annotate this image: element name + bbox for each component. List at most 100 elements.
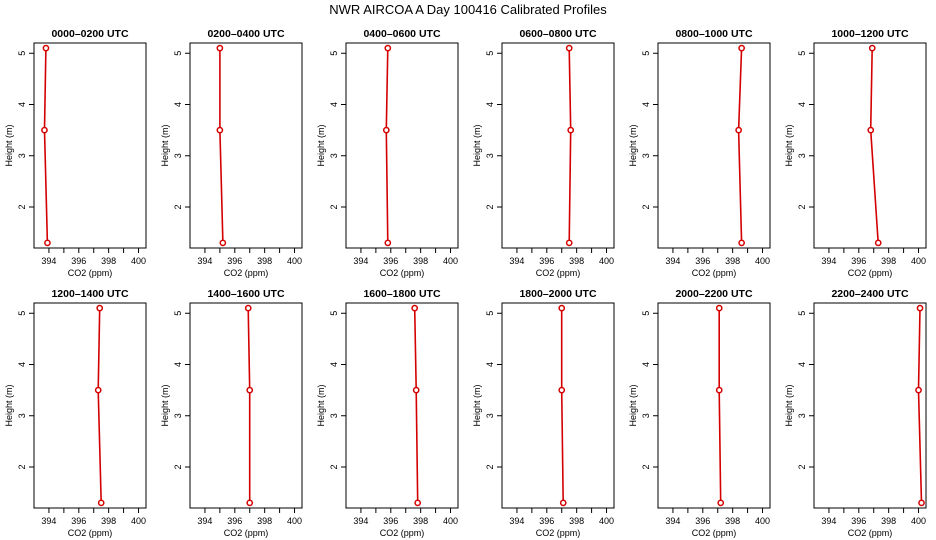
x-tick-label: 394 <box>353 256 368 266</box>
x-tick-label: 394 <box>665 256 680 266</box>
data-point <box>715 304 723 312</box>
data-point <box>384 44 392 52</box>
x-axis-label: CO2 (ppm) <box>536 268 581 278</box>
panel-title: 1400–1600 UTC <box>207 288 284 300</box>
data-point <box>244 304 252 312</box>
x-tick-label: 394 <box>509 256 524 266</box>
x-tick-label: 400 <box>287 256 302 266</box>
y-axis-label: Height (m) <box>628 124 638 166</box>
x-tick-label: 398 <box>881 516 896 526</box>
x-tick-label: 396 <box>227 256 242 266</box>
x-tick-label: 396 <box>71 256 86 266</box>
y-tick-label: 2 <box>485 204 495 209</box>
x-tick-label: 400 <box>131 516 146 526</box>
y-tick-label: 2 <box>329 204 339 209</box>
x-tick-label: 400 <box>755 516 770 526</box>
y-tick-label: 5 <box>17 311 27 316</box>
chart-panel-9: 1600–1800 UTC 394 396 398 400 2 3 4 5 CO2 (ppm) He… <box>316 288 459 538</box>
data-point <box>558 304 566 312</box>
x-tick-label: 396 <box>71 516 86 526</box>
data-point <box>216 126 224 134</box>
plot-frame <box>501 302 615 509</box>
panel-title: 1200–1400 UTC <box>51 288 128 300</box>
x-tick-label: 400 <box>443 256 458 266</box>
data-point <box>874 239 882 247</box>
y-tick-label: 4 <box>17 362 27 367</box>
x-tick-label: 398 <box>569 516 584 526</box>
x-axis-label: CO2 (ppm) <box>68 268 113 278</box>
data-point <box>216 44 224 52</box>
x-tick-label: 396 <box>383 256 398 266</box>
plot-frame <box>657 42 771 249</box>
x-tick-label: 398 <box>569 256 584 266</box>
profile-line <box>568 48 572 243</box>
panel-title: 2000–2200 UTC <box>675 288 752 300</box>
y-tick-label: 4 <box>641 362 651 367</box>
profile-line <box>43 48 49 243</box>
profile-line <box>917 308 923 503</box>
y-tick-label: 4 <box>797 102 807 107</box>
y-axis-label: Height (m) <box>472 384 482 426</box>
x-axis-label: CO2 (ppm) <box>848 268 893 278</box>
y-axis-label: Height (m) <box>628 384 638 426</box>
data-point <box>715 386 723 394</box>
y-axis-label: Height (m) <box>160 124 170 166</box>
x-tick-label: 394 <box>821 256 836 266</box>
x-tick-label: 394 <box>197 516 212 526</box>
x-tick-label: 400 <box>599 256 614 266</box>
x-axis-label: CO2 (ppm) <box>536 528 581 538</box>
profile-line <box>737 48 743 243</box>
data-point <box>246 386 254 394</box>
panel-title: 0000–0200 UTC <box>51 28 128 40</box>
y-tick-label: 2 <box>641 204 651 209</box>
x-tick-label: 394 <box>665 516 680 526</box>
data-point <box>384 239 392 247</box>
x-tick-label: 396 <box>539 516 554 526</box>
panel-title: 1800–2000 UTC <box>519 288 596 300</box>
y-tick-label: 4 <box>173 102 183 107</box>
y-tick-label: 3 <box>173 153 183 158</box>
x-tick-label: 396 <box>695 256 710 266</box>
data-point <box>412 386 420 394</box>
x-tick-label: 394 <box>197 256 212 266</box>
y-tick-label: 3 <box>797 153 807 158</box>
chart-panel-8: 1400–1600 UTC 394 396 398 400 2 3 4 5 CO2 (ppm) He… <box>160 288 303 538</box>
y-tick-label: 3 <box>17 413 27 418</box>
y-tick-label: 2 <box>173 204 183 209</box>
y-tick-label: 2 <box>17 464 27 469</box>
y-axis-label: Height (m) <box>316 384 326 426</box>
x-axis-label: CO2 (ppm) <box>224 528 269 538</box>
chart-panel-2: 0200–0400 UTC 394 396 398 400 2 3 4 5 CO2 (ppm) He… <box>160 28 303 278</box>
data-point <box>738 44 745 52</box>
y-tick-label: 5 <box>329 311 339 316</box>
x-tick-label: 400 <box>599 516 614 526</box>
data-point <box>559 499 567 507</box>
profile-line <box>219 48 224 243</box>
profile-line <box>718 308 722 503</box>
y-tick-label: 2 <box>173 464 183 469</box>
x-tick-label: 396 <box>227 516 242 526</box>
y-tick-label: 2 <box>797 464 807 469</box>
x-axis-label: CO2 (ppm) <box>692 268 737 278</box>
y-axis-label: Height (m) <box>472 124 482 166</box>
y-tick-label: 3 <box>329 413 339 418</box>
x-tick-label: 396 <box>383 516 398 526</box>
y-axis-label: Height (m) <box>160 384 170 426</box>
y-tick-label: 5 <box>485 311 495 316</box>
plot-frame <box>657 302 771 509</box>
x-tick-label: 396 <box>539 256 554 266</box>
plot-frame <box>33 302 147 509</box>
x-tick-label: 400 <box>131 256 146 266</box>
y-tick-label: 5 <box>329 51 339 56</box>
y-tick-label: 4 <box>329 102 339 107</box>
main-title: NWR AIRCOA A Day 100416 Calibrated Profi… <box>329 2 607 17</box>
data-point <box>915 386 922 394</box>
panel-title: 2200–2400 UTC <box>831 288 908 300</box>
panel-title: 0600–0800 UTC <box>519 28 596 40</box>
y-tick-label: 3 <box>797 413 807 418</box>
x-tick-label: 394 <box>821 516 836 526</box>
x-tick-label: 398 <box>725 256 740 266</box>
x-tick-label: 398 <box>881 256 896 266</box>
y-axis-label: Height (m) <box>316 124 326 166</box>
